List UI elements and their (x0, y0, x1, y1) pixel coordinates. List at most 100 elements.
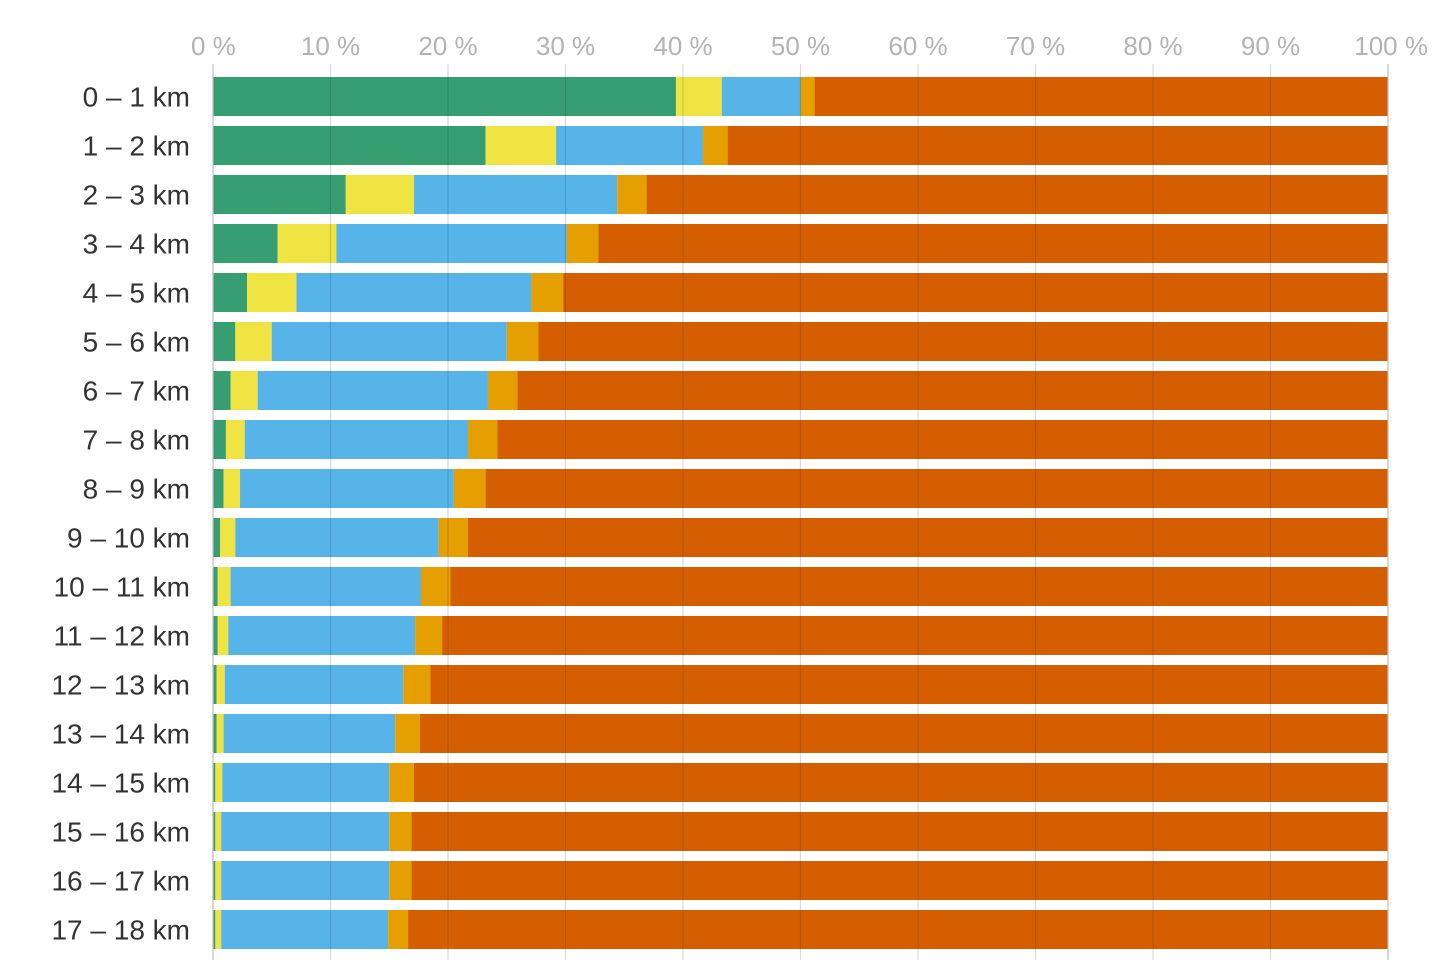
category-label: 4 – 5 km (83, 278, 190, 309)
bar-segment-8-3 (244, 420, 468, 459)
bar-segment-12-4 (415, 616, 443, 655)
bar-segment-5-1 (213, 273, 248, 312)
bar-segment-6-5 (538, 322, 1388, 361)
bar-segment-18-5 (408, 910, 1388, 949)
bar-segment-7-2 (230, 371, 258, 410)
category-label: 14 – 15 km (51, 768, 190, 799)
bar-segment-8-4 (467, 420, 498, 459)
category-label: 11 – 12 km (54, 621, 190, 652)
bar-segment-5-5 (563, 273, 1388, 312)
category-label: 15 – 16 km (51, 817, 190, 848)
x-tick-label: 30 % (536, 31, 595, 61)
bar-segment-12-1 (213, 616, 218, 655)
bar-segment-5-4 (531, 273, 564, 312)
bar-segment-16-2 (215, 812, 222, 851)
bar-segment-15-4 (389, 763, 414, 802)
bar-segment-2-3 (556, 126, 703, 165)
bar-segment-14-4 (395, 714, 420, 753)
bar-segment-15-3 (222, 763, 390, 802)
bar-segment-16-1 (213, 812, 216, 851)
category-label: 10 – 11 km (54, 572, 190, 603)
category-label: 9 – 10 km (67, 523, 190, 554)
bar-segment-11-2 (217, 567, 231, 606)
bar-segment-9-3 (240, 469, 454, 508)
bar-segment-16-5 (411, 812, 1388, 851)
bar-segment-10-4 (438, 518, 468, 557)
category-label: 7 – 8 km (83, 425, 190, 456)
bar-segment-1-5 (814, 77, 1388, 116)
bar-segment-3-1 (213, 175, 346, 214)
bar-segment-3-3 (413, 175, 618, 214)
bar-segment-5-2 (247, 273, 297, 312)
bar-segment-17-2 (215, 861, 222, 900)
bar-segment-13-2 (216, 665, 225, 704)
bar-segment-9-5 (485, 469, 1389, 508)
bar-segment-11-1 (213, 567, 218, 606)
bar-segment-4-1 (213, 224, 278, 263)
category-label: 1 – 2 km (83, 131, 190, 162)
bar-segment-2-1 (213, 126, 486, 165)
bar-segment-15-5 (413, 763, 1389, 802)
bar-segment-16-3 (221, 812, 390, 851)
category-labels: 0 – 1 km 1 – 2 km 2 – 3 km 3 – 4 km 4 – 5 km… (51, 82, 190, 946)
bar-segment-1-2 (675, 77, 722, 116)
category-label: 17 – 18 km (51, 915, 190, 946)
category-label: 6 – 7 km (83, 376, 190, 407)
bar-segment-15-1 (213, 763, 216, 802)
bar-segment-6-1 (213, 322, 236, 361)
bar-segment-18-4 (388, 910, 409, 949)
bar-segment-14-2 (216, 714, 224, 753)
bar-segment-3-4 (617, 175, 647, 214)
bar-segment-18-3 (221, 910, 389, 949)
bar-segment-3-5 (646, 175, 1388, 214)
bar-segment-16-4 (389, 812, 412, 851)
bar-segment-18-2 (215, 910, 222, 949)
bar-segment-17-4 (389, 861, 412, 900)
bar-segment-10-5 (467, 518, 1389, 557)
category-label: 3 – 4 km (83, 229, 190, 260)
bar-segment-4-5 (598, 224, 1388, 263)
category-label: 2 – 3 km (83, 180, 190, 211)
bar-segment-17-1 (213, 861, 216, 900)
bar-segment-8-5 (497, 420, 1389, 459)
category-label: 16 – 17 km (51, 866, 190, 897)
bar-segment-13-3 (224, 665, 404, 704)
bar-segment-12-2 (217, 616, 229, 655)
category-label: 12 – 13 km (51, 670, 190, 701)
bar-segment-3-2 (345, 175, 414, 214)
bar-segment-13-4 (403, 665, 431, 704)
bar-segment-6-4 (506, 322, 539, 361)
bar-segment-9-1 (213, 469, 224, 508)
bar-segment-7-5 (517, 371, 1388, 410)
x-tick-label: 60 % (888, 31, 947, 61)
bar-segment-1-4 (800, 77, 815, 116)
bar-segment-11-4 (420, 567, 451, 606)
x-axis-ticks: 0 % 10 % 20 % 30 % 40 % 50 % 60 % 70 % 80 % 90 % 1… (191, 31, 1428, 61)
bar-segment-2-4 (702, 126, 728, 165)
bar-segment-12-5 (442, 616, 1389, 655)
bar-segment-2-5 (727, 126, 1388, 165)
bar-segment-10-1 (213, 518, 221, 557)
bar-segment-6-3 (271, 322, 507, 361)
x-tick-label: 90 % (1241, 31, 1300, 61)
bar-segment-1-1 (213, 77, 676, 116)
bar-segment-14-1 (213, 714, 217, 753)
bar-segment-7-4 (487, 371, 518, 410)
bar-segment-7-3 (257, 371, 488, 410)
bar-segment-10-2 (220, 518, 236, 557)
bar-segment-1-3 (721, 77, 801, 116)
bar-segment-2-2 (485, 126, 557, 165)
bar-segment-11-3 (230, 567, 421, 606)
bar-segment-9-2 (223, 469, 241, 508)
x-tick-label: 70 % (1006, 31, 1065, 61)
bar-segment-8-2 (225, 420, 245, 459)
x-tick-label: 50 % (771, 31, 830, 61)
category-label: 0 – 1 km (83, 82, 190, 113)
x-tick-label: 20 % (418, 31, 477, 61)
bar-segment-7-1 (213, 371, 231, 410)
bar-segment-11-5 (450, 567, 1389, 606)
x-tick-label: 100 % (1354, 31, 1428, 61)
bar-segment-6-2 (235, 322, 272, 361)
bar-segment-15-2 (215, 763, 223, 802)
